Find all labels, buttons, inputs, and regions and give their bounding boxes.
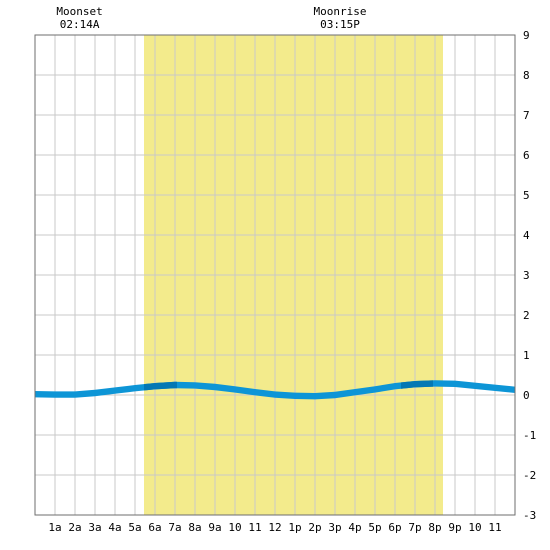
- x-tick-label: 5a: [128, 521, 141, 534]
- x-tick-label: 4p: [348, 521, 361, 534]
- moonrise-label: Moonrise: [314, 5, 367, 18]
- x-tick-label: 3p: [328, 521, 341, 534]
- x-tick-label: 6p: [388, 521, 401, 534]
- y-tick-label: 9: [523, 29, 530, 42]
- x-tick-label: 8p: [428, 521, 441, 534]
- y-tick-label: 3: [523, 269, 530, 282]
- x-tick-label: 8a: [188, 521, 201, 534]
- y-tick-label: 1: [523, 349, 530, 362]
- y-tick-label: 4: [523, 229, 530, 242]
- moonset-time: 02:14A: [60, 18, 100, 31]
- x-tick-label: 11: [248, 521, 261, 534]
- x-tick-label: 4a: [108, 521, 121, 534]
- x-tick-label: 12: [268, 521, 281, 534]
- y-tick-labels: -3 -2 -1 0 1 2 3 4 5 6 7 8 9: [523, 29, 536, 522]
- y-tick-label: 6: [523, 149, 530, 162]
- x-tick-label: 7p: [408, 521, 421, 534]
- moonrise-time: 03:15P: [320, 18, 360, 31]
- x-tick-label: 1p: [288, 521, 301, 534]
- x-tick-label: 11: [488, 521, 501, 534]
- y-tick-label: 2: [523, 309, 530, 322]
- x-tick-label: 9a: [208, 521, 221, 534]
- x-tick-label: 2a: [68, 521, 81, 534]
- x-tick-label: 3a: [88, 521, 101, 534]
- y-tick-label: 5: [523, 189, 530, 202]
- y-tick-label: -1: [523, 429, 536, 442]
- plot-frame: [34, 34, 516, 516]
- y-tick-label: 0: [523, 389, 530, 402]
- moonset-label: Moonset: [56, 5, 102, 18]
- grid-layer: [35, 35, 515, 515]
- x-tick-label: 10: [468, 521, 481, 534]
- x-tick-label: 10: [228, 521, 241, 534]
- x-tick-labels: 1a 2a 3a 4a 5a 6a 7a 8a 9a 10 11 12 1p 2p 3p 4p 5p 6p 7p 8p…: [48, 521, 501, 534]
- x-tick-label: 6a: [148, 521, 161, 534]
- y-tick-label: 7: [523, 109, 530, 122]
- y-tick-label: -3: [523, 509, 536, 522]
- x-tick-label: 2p: [308, 521, 321, 534]
- x-tick-label: 5p: [368, 521, 381, 534]
- x-tick-label: 9p: [448, 521, 461, 534]
- y-tick-label: -2: [523, 469, 536, 482]
- y-tick-label: 8: [523, 69, 530, 82]
- x-tick-label: 7a: [168, 521, 181, 534]
- x-tick-label: 1a: [48, 521, 61, 534]
